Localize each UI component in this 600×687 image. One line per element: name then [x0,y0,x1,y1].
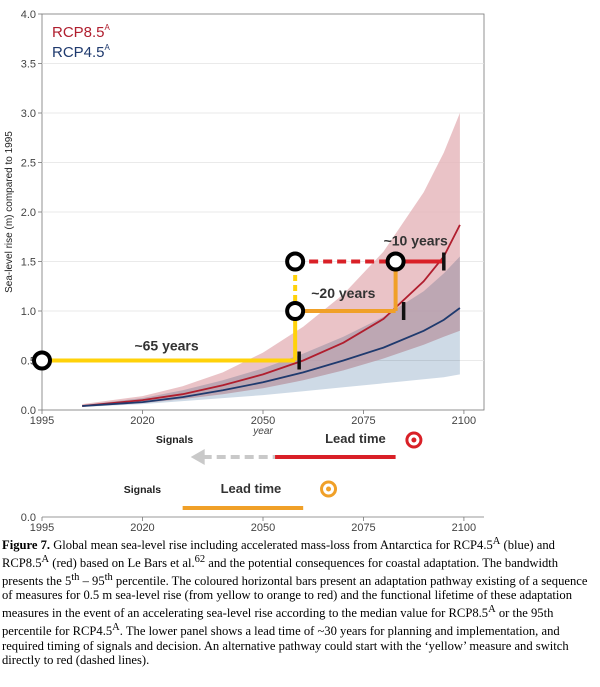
lower-x-tick-label: 2075 [351,522,375,534]
lower-y-tick-label: 0.0 [21,512,36,524]
x-tick-label: 2075 [351,415,375,427]
orange-signals-label: Signals [124,484,162,496]
y-tick-label: 2.5 [21,158,36,170]
caption-sup-3: 62 [194,553,206,565]
red-lead-time-label: Lead time [325,431,386,446]
lower-x-tick-label: 1995 [30,522,54,534]
y-tick-label: 0.5 [21,356,36,368]
orange-target-icon-center [326,486,332,492]
caption-text-8: . The lower panel shows a lead time of ~… [2,623,569,668]
pathway-node-circle [32,350,52,371]
caption-text-3: (red) based on Le Bars et al. [49,555,195,570]
caption-sup-2: A [41,553,50,565]
red-target-icon-center [411,437,417,443]
pathway-duration-label: ~20 years [311,285,375,301]
pathway-node-circle [385,251,406,272]
caption-label: Figure 7. [2,538,51,553]
x-tick-label: 1995 [30,415,54,427]
orange-lead-time-label: Lead time [221,481,282,496]
legend-item-rcp85: RCP8.5A [52,23,111,41]
caption-text-2: (blue) and RCP8.5 [2,538,555,570]
rcp45-band [82,256,460,407]
caption-text-6: percentile. The coloured horizontal bars… [2,573,588,621]
caption-sup-5: th [104,571,113,583]
figure-caption: Figure 7. Global mean sea-level rise inc… [2,535,598,668]
y-axis-label: Sea-level rise (m) compared to 1995 [4,131,15,293]
x-tick-label: 2100 [452,415,476,427]
rcp85-median-line [82,224,461,407]
y-tick-label: 4.0 [21,9,36,21]
caption-sup-7: A [112,621,120,633]
x-tick-label: 2020 [130,415,154,427]
pathway-node-circle [285,251,306,272]
pathway-node-circle [285,301,306,321]
caption-sup-1: A [492,536,501,547]
caption-text-5: – 95 [79,573,105,588]
y-tick-label: 3.0 [21,108,36,120]
y-tick-label: 3.5 [21,59,36,71]
legend-item-rcp45: RCP4.5A [52,43,111,61]
signals-arrow-head [190,449,205,465]
x-axis-label: year [252,426,273,437]
lower-x-tick-label: 2020 [130,522,154,534]
lower-x-tick-label: 2100 [452,522,476,534]
pathway-duration-label: ~10 years [384,233,448,249]
y-tick-label: 1.5 [21,257,36,269]
caption-text-7: or the 95th percentile for RCP4.5 [2,606,554,638]
y-tick-label: 2.0 [21,207,36,219]
red-signals-label: Signals [156,434,194,446]
caption-sup-4: th [71,571,80,583]
y-tick-label: 0.0 [21,405,36,417]
caption-text-4: and the potential consequences for coast… [2,555,559,588]
caption-sup-6: A [488,603,496,615]
lower-x-tick-label: 2050 [251,522,275,534]
pathway-duration-label: ~65 years [134,338,198,354]
sea-level-figure: 0.0 0.5 1.0 1.5 2.0 2.5 3.0 3.5 4.0 1995 2020 2050 2… [4,9,485,534]
y-tick-label: 1.0 [21,306,36,318]
x-tick-label: 2050 [251,415,275,427]
caption-text-1: Global mean sea-level rise including acc… [50,538,493,553]
rcp45-median-line [82,307,461,407]
